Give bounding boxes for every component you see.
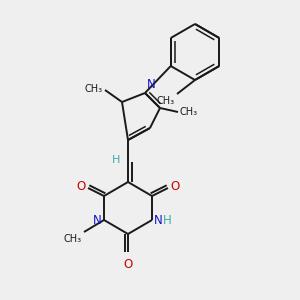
Text: CH₃: CH₃ bbox=[180, 107, 198, 117]
Text: H: H bbox=[112, 155, 120, 165]
Text: H: H bbox=[163, 214, 172, 227]
Text: CH₃: CH₃ bbox=[85, 84, 103, 94]
Text: CH₃: CH₃ bbox=[64, 234, 82, 244]
Text: N: N bbox=[147, 78, 156, 91]
Text: O: O bbox=[170, 181, 179, 194]
Text: O: O bbox=[123, 258, 133, 271]
Text: O: O bbox=[77, 181, 86, 194]
Text: CH₃: CH₃ bbox=[157, 96, 175, 106]
Text: N: N bbox=[93, 214, 102, 227]
Text: N: N bbox=[154, 214, 163, 227]
